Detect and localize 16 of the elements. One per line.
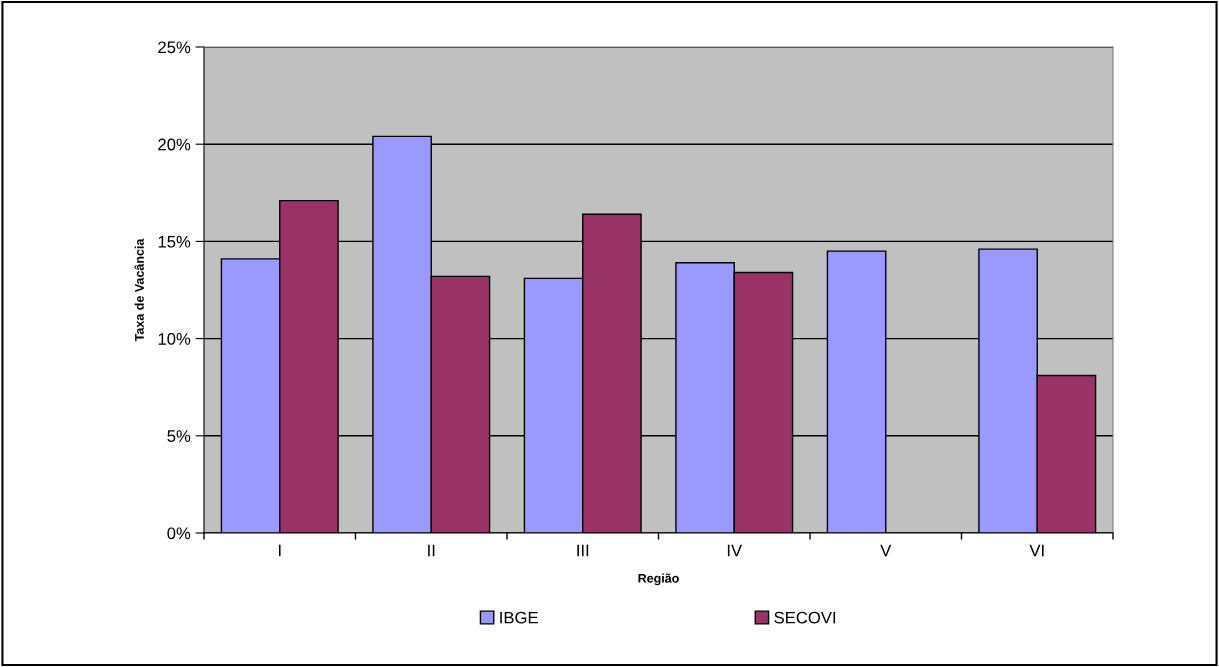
x-tick-label: II xyxy=(428,544,435,557)
x-axis-title: Região xyxy=(638,573,679,586)
y-tick-label: 10% xyxy=(158,333,191,345)
y-tick-label: 0% xyxy=(167,527,191,540)
legend-label: IBGE xyxy=(500,611,538,624)
y-tick-label: 25% xyxy=(158,41,191,54)
x-tick-label: V xyxy=(880,544,892,557)
x-tick-label: IV xyxy=(727,544,743,557)
y-axis-title: Taxa de Vacância xyxy=(134,238,144,342)
x-tick-label: VI xyxy=(1029,544,1044,557)
x-tick-label: III xyxy=(577,544,589,557)
legend-label: SECOVI xyxy=(774,611,836,624)
y-tick-label: 5% xyxy=(167,430,191,442)
y-tick-label: 15% xyxy=(158,235,191,248)
y-tick-label: 20% xyxy=(158,138,191,151)
x-tick-label: I xyxy=(278,544,281,557)
